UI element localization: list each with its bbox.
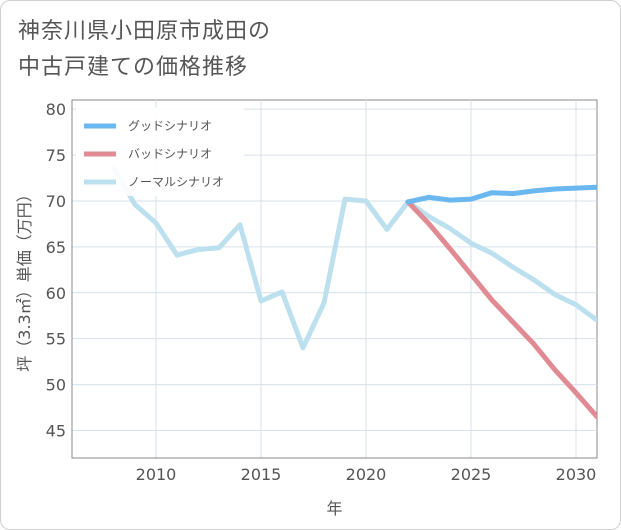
legend-label: グッドシナリオ <box>128 119 212 133</box>
y-tick-label: 55 <box>46 330 66 349</box>
x-tick-label: 2020 <box>346 465 387 484</box>
series-line-2 <box>111 166 597 351</box>
x-tick-label: 2015 <box>241 465 282 484</box>
x-tick-label: 2030 <box>556 465 597 484</box>
legend-label: バッドシナリオ <box>128 147 212 161</box>
title-line-1: 神奈川県小田原市成田の <box>18 19 272 44</box>
legend-label: ノーマルシナリオ <box>128 175 224 189</box>
y-axis-title: 坪（3.3㎡）単価（万円） <box>15 186 34 371</box>
series-line-1 <box>405 199 597 420</box>
chart-title: 神奈川県小田原市成田の 中古戸建ての価格推移 <box>18 14 271 86</box>
title-line-2: 中古戸建ての価格推移 <box>18 55 249 80</box>
y-tick-label: 60 <box>46 284 66 303</box>
y-tick-label: 65 <box>46 238 66 257</box>
y-tick-label: 80 <box>46 100 66 119</box>
y-tick-label: 50 <box>46 376 66 395</box>
y-tick-label: 75 <box>46 146 66 165</box>
series-line-0 <box>405 184 597 205</box>
x-tick-label: 2025 <box>451 465 492 484</box>
y-tick-label: 70 <box>46 192 66 211</box>
y-tick-label: 45 <box>46 421 66 440</box>
x-axis-title: 年 <box>326 499 342 518</box>
x-tick-label: 2010 <box>136 465 177 484</box>
